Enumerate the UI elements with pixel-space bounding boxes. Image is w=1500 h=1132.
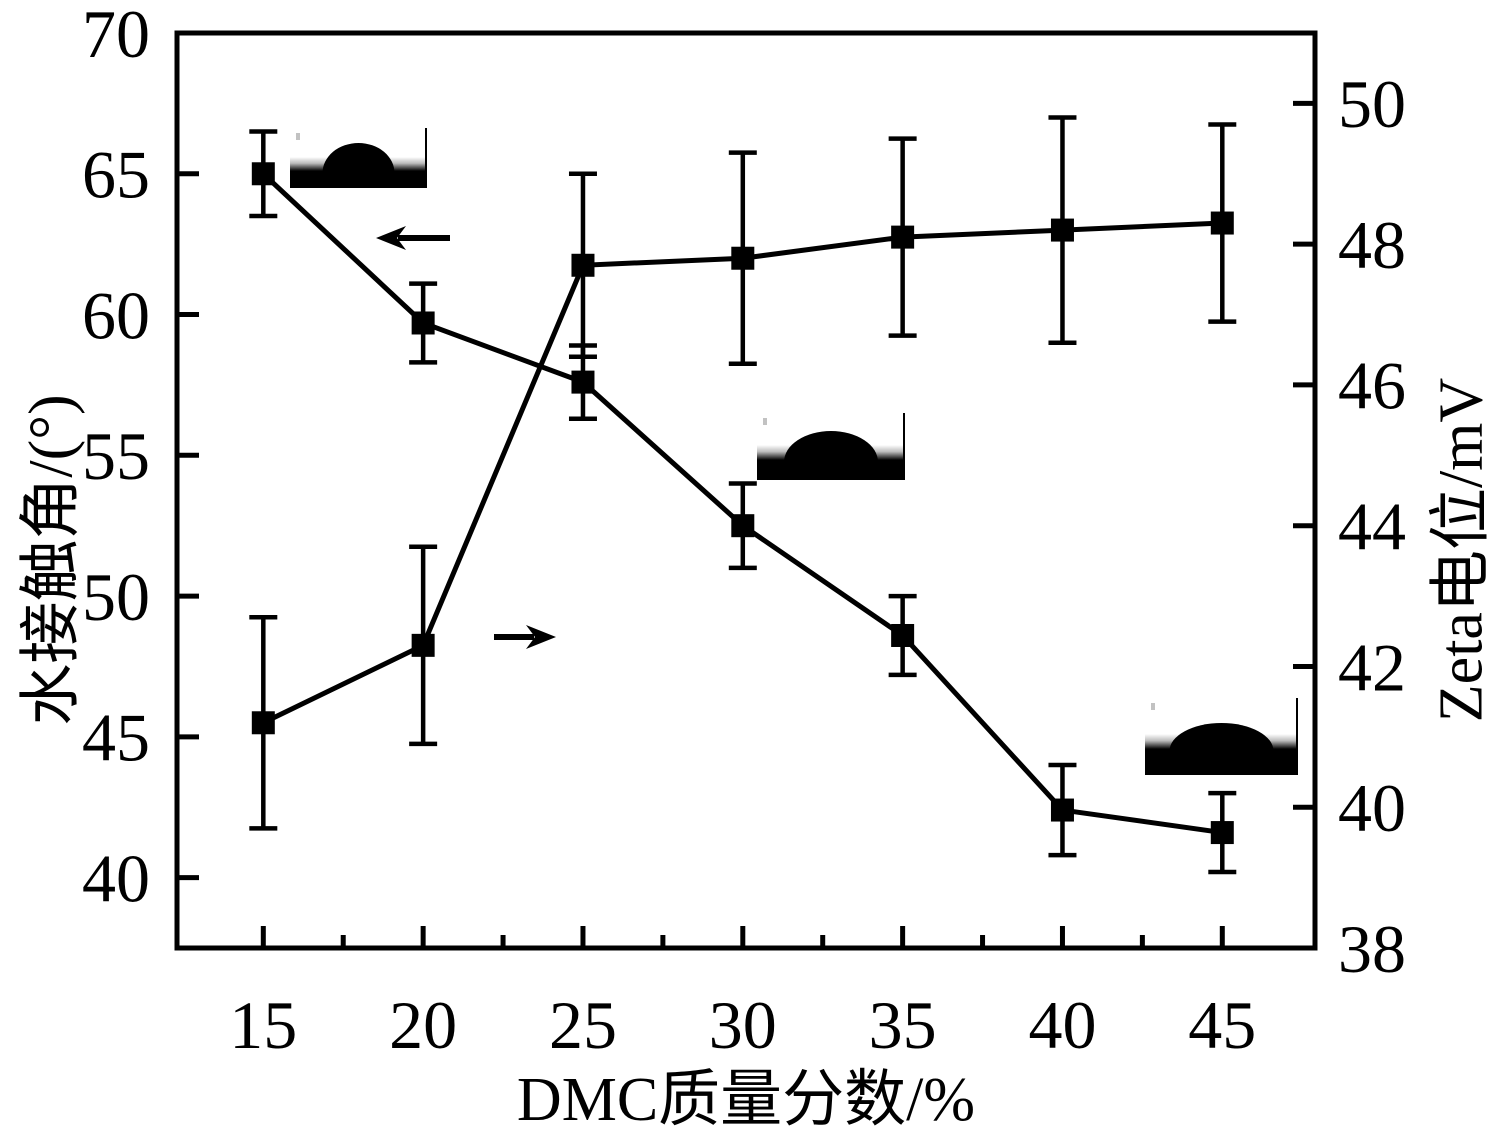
droplet-photo-right-edge	[425, 128, 427, 188]
droplet-photo-right-edge	[1296, 698, 1298, 775]
data-point-marker	[731, 514, 755, 538]
x-axis-tick-label: 25	[549, 987, 617, 1063]
right-axis-tick-label: 38	[1338, 911, 1406, 987]
left-axis-title: 水接触角/(°)	[18, 394, 86, 725]
series-zeta-potential	[249, 115, 1237, 831]
contact-angle-droplet-inset-3	[1145, 698, 1298, 775]
left-arrowhead-icon	[376, 226, 406, 250]
axis-frame	[174, 30, 1318, 951]
right-arrow-annotation	[494, 625, 556, 649]
data-point-marker	[571, 253, 595, 277]
right-axis-tick-label: 48	[1338, 207, 1406, 283]
data-point-marker	[1210, 821, 1234, 845]
data-point-marker	[1050, 218, 1074, 242]
data-point-marker	[731, 246, 755, 270]
data-point-marker	[1050, 798, 1074, 822]
right-axis-tick-label: 40	[1338, 770, 1406, 846]
right-axis-tick-label: 46	[1338, 348, 1406, 424]
data-point-marker	[251, 162, 275, 186]
x-axis-tick-label: 35	[869, 987, 937, 1063]
data-point-marker	[571, 370, 595, 394]
left-axis-tick-label: 70	[82, 0, 150, 72]
data-point-marker	[251, 711, 275, 735]
left-axis-tick-label: 50	[82, 559, 150, 635]
right-axis-tick-label: 42	[1338, 629, 1406, 705]
data-point-marker	[411, 311, 435, 335]
left-axis-tick-label: 40	[82, 840, 150, 916]
contact-angle-droplet-inset-1	[290, 128, 427, 188]
x-axis-tick-label: 15	[229, 987, 297, 1063]
data-point-marker	[891, 623, 915, 647]
droplet-photo-corner-mark	[1151, 703, 1155, 710]
droplet-baseline-bar	[1145, 749, 1298, 775]
water-droplet-dome	[1169, 723, 1274, 751]
right-axis-tick-label: 44	[1338, 488, 1406, 564]
x-axis-tick-label: 45	[1188, 987, 1256, 1063]
water-droplet-dome	[322, 143, 395, 173]
droplet-baseline-bar	[757, 460, 905, 480]
right-arrowhead-icon	[526, 625, 556, 649]
droplet-photo-right-edge	[903, 413, 905, 480]
x-axis-title: DMC质量分数/%	[517, 1066, 975, 1132]
right-axis-tick-label: 50	[1338, 66, 1406, 142]
data-point-marker	[891, 225, 915, 249]
droplet-baseline-bar	[290, 171, 427, 188]
contact-angle-droplet-inset-2	[757, 413, 905, 480]
left-arrow-annotation	[376, 226, 450, 250]
series-contact-angle	[249, 129, 1237, 875]
data-point-marker	[411, 633, 435, 657]
left-axis-tick-label: 65	[82, 137, 150, 213]
left-axis-tick-label: 55	[82, 418, 150, 494]
x-axis-tick-label: 20	[389, 987, 457, 1063]
right-axis-title: Zeta电位/mV	[1428, 378, 1496, 723]
water-droplet-dome	[784, 431, 878, 462]
left-axis-tick-label: 45	[82, 700, 150, 776]
left-axis-tick-label: 60	[82, 277, 150, 353]
x-axis-tick-label: 30	[709, 987, 777, 1063]
data-point-marker	[1210, 211, 1234, 235]
droplet-photo-corner-mark	[763, 418, 767, 425]
droplet-photo-corner-mark	[296, 133, 300, 140]
x-axis-tick-label: 40	[1028, 987, 1096, 1063]
